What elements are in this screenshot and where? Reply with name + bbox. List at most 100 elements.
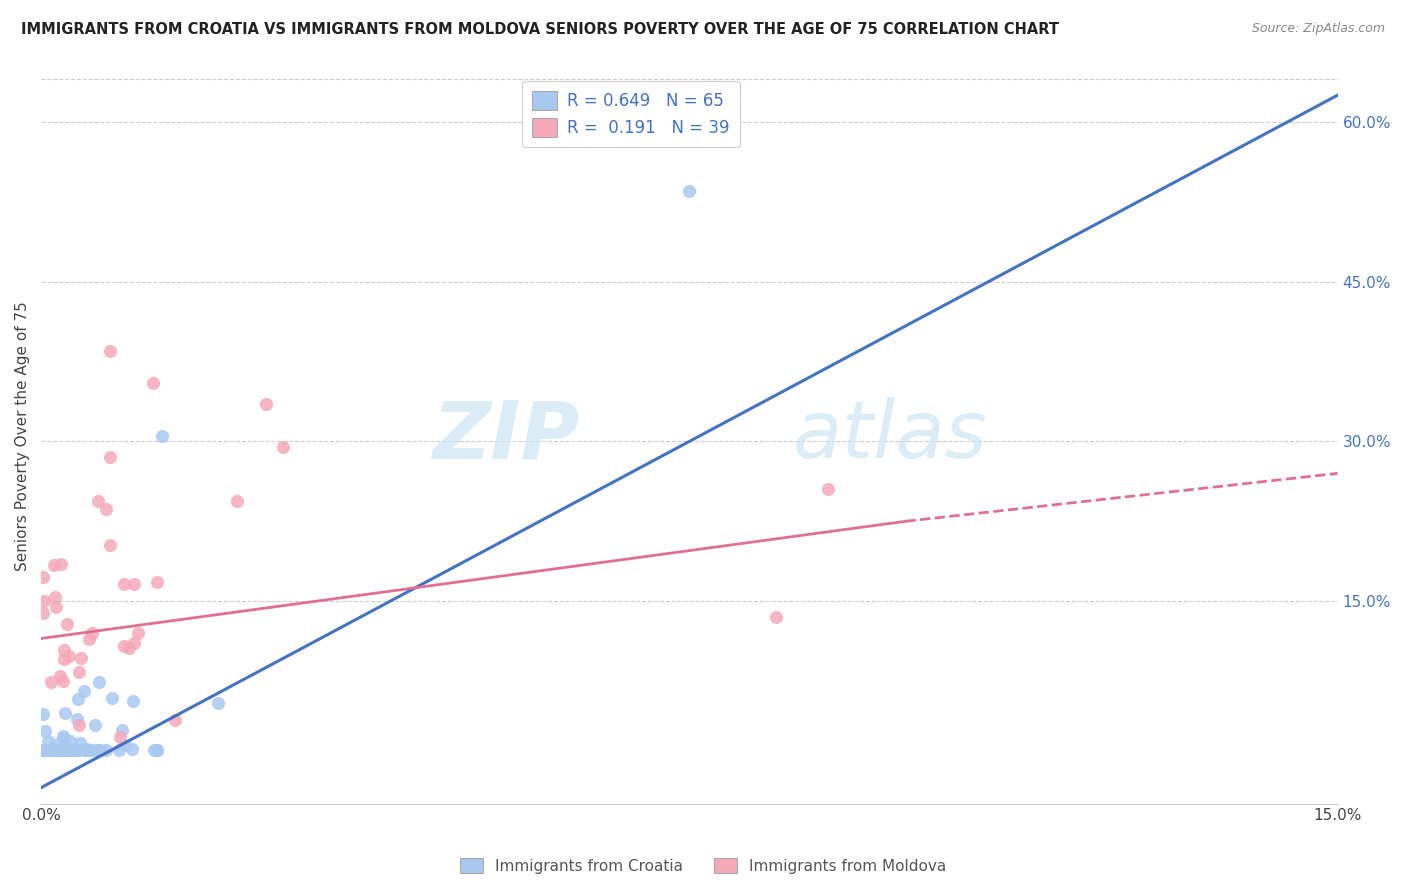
- Point: [58, 649, 80, 664]
- Text: Source: ZipAtlas.com: Source: ZipAtlas.com: [1251, 22, 1385, 36]
- Point: [98, 343, 121, 358]
- Point: [77, 743, 100, 757]
- Point: [98, 450, 121, 465]
- Point: [59, 734, 82, 748]
- Point: [52, 743, 75, 757]
- Point: [678, 184, 700, 198]
- Point: [80, 743, 103, 757]
- Point: [53, 743, 76, 757]
- Point: [108, 743, 131, 757]
- Point: [73, 684, 96, 698]
- Point: [56, 617, 79, 632]
- Point: [53, 731, 76, 746]
- Point: [84, 718, 107, 732]
- Point: [59, 743, 82, 757]
- Point: [817, 483, 839, 497]
- Point: [35, 743, 58, 757]
- Point: [114, 738, 136, 752]
- Y-axis label: Seniors Poverty Over the Age of 75: Seniors Poverty Over the Age of 75: [15, 301, 30, 571]
- Point: [82, 626, 104, 640]
- Point: [41, 743, 63, 757]
- Point: [111, 723, 134, 737]
- Point: [56, 743, 79, 757]
- Point: [163, 713, 186, 727]
- Point: [121, 694, 143, 708]
- Point: [44, 558, 66, 572]
- Point: [38, 743, 60, 757]
- Point: [108, 730, 131, 744]
- Point: [86, 743, 108, 757]
- Point: [67, 665, 90, 679]
- Point: [87, 743, 110, 757]
- Point: [38, 743, 60, 757]
- Point: [112, 639, 135, 653]
- Legend: Immigrants from Croatia, Immigrants from Moldova: Immigrants from Croatia, Immigrants from…: [454, 852, 952, 880]
- Point: [112, 577, 135, 591]
- Point: [37, 743, 59, 757]
- Point: [67, 743, 90, 757]
- Point: [53, 651, 76, 665]
- Point: [146, 574, 169, 589]
- Point: [96, 743, 118, 757]
- Point: [145, 743, 167, 757]
- Point: [53, 643, 76, 657]
- Point: [122, 635, 145, 649]
- Point: [70, 650, 93, 665]
- Point: [75, 741, 97, 756]
- Point: [31, 743, 53, 757]
- Point: [44, 743, 66, 757]
- Point: [51, 743, 73, 757]
- Text: atlas: atlas: [793, 397, 988, 475]
- Point: [39, 674, 62, 689]
- Point: [96, 502, 118, 516]
- Text: ZIP: ZIP: [432, 397, 579, 475]
- Point: [765, 610, 787, 624]
- Legend: R = 0.649   N = 65, R =  0.191   N = 39: R = 0.649 N = 65, R = 0.191 N = 39: [522, 80, 740, 147]
- Point: [44, 743, 66, 757]
- Point: [101, 690, 124, 705]
- Point: [66, 692, 89, 706]
- Point: [37, 743, 59, 757]
- Point: [117, 640, 139, 655]
- Point: [121, 742, 143, 756]
- Point: [62, 743, 84, 757]
- Point: [56, 743, 79, 757]
- Point: [122, 577, 145, 591]
- Point: [98, 538, 121, 552]
- Point: [87, 675, 110, 690]
- Point: [32, 606, 55, 620]
- Point: [75, 743, 97, 757]
- Point: [34, 743, 56, 757]
- Point: [73, 743, 96, 757]
- Point: [66, 712, 89, 726]
- Point: [89, 743, 111, 757]
- Point: [150, 429, 173, 443]
- Text: IMMIGRANTS FROM CROATIA VS IMMIGRANTS FROM MOLDOVA SENIORS POVERTY OVER THE AGE : IMMIGRANTS FROM CROATIA VS IMMIGRANTS FR…: [21, 22, 1059, 37]
- Point: [49, 743, 72, 757]
- Point: [225, 494, 247, 508]
- Point: [32, 743, 55, 757]
- Point: [127, 625, 149, 640]
- Point: [207, 696, 229, 710]
- Point: [31, 706, 53, 721]
- Point: [31, 570, 53, 584]
- Point: [62, 743, 84, 757]
- Point: [254, 397, 277, 411]
- Point: [145, 743, 167, 757]
- Point: [44, 743, 66, 757]
- Point: [46, 743, 69, 757]
- Point: [69, 735, 91, 749]
- Point: [66, 743, 89, 757]
- Point: [44, 590, 66, 604]
- Point: [32, 594, 55, 608]
- Point: [37, 743, 59, 757]
- Point: [31, 743, 53, 757]
- Point: [77, 632, 100, 647]
- Point: [67, 718, 90, 732]
- Point: [60, 743, 83, 757]
- Point: [75, 743, 97, 757]
- Point: [51, 558, 73, 572]
- Point: [142, 743, 165, 757]
- Point: [37, 733, 59, 747]
- Point: [42, 743, 65, 757]
